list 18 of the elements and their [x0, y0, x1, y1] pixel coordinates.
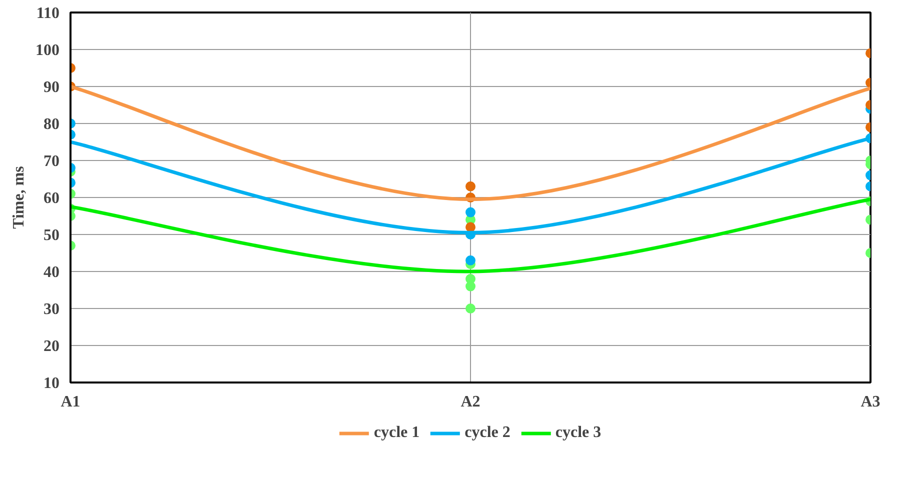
y-tick-label: 70	[44, 153, 60, 170]
x-tick-label: A2	[460, 394, 480, 410]
y-tick-label: 30	[44, 301, 60, 318]
y-tick-label: 90	[44, 79, 60, 96]
legend-label: cycle 1	[374, 424, 420, 442]
y-tick-label: 10	[44, 375, 60, 392]
x-tick-label: A3	[860, 394, 880, 410]
legend-label: cycle 3	[555, 424, 602, 442]
y-tick-label: 20	[44, 338, 60, 355]
y-tick-label: 60	[44, 190, 60, 207]
y-tick-label: 110	[36, 5, 60, 22]
y-axis-title: Time, ms	[10, 166, 28, 229]
y-tick-label: 80	[44, 116, 60, 133]
y-tick-label: 50	[44, 227, 60, 244]
y-tick-label: 100	[36, 42, 60, 59]
y-tick-label: 40	[44, 264, 60, 281]
x-tick-label: A1	[60, 394, 80, 410]
legend-label: cycle 2	[464, 424, 510, 442]
